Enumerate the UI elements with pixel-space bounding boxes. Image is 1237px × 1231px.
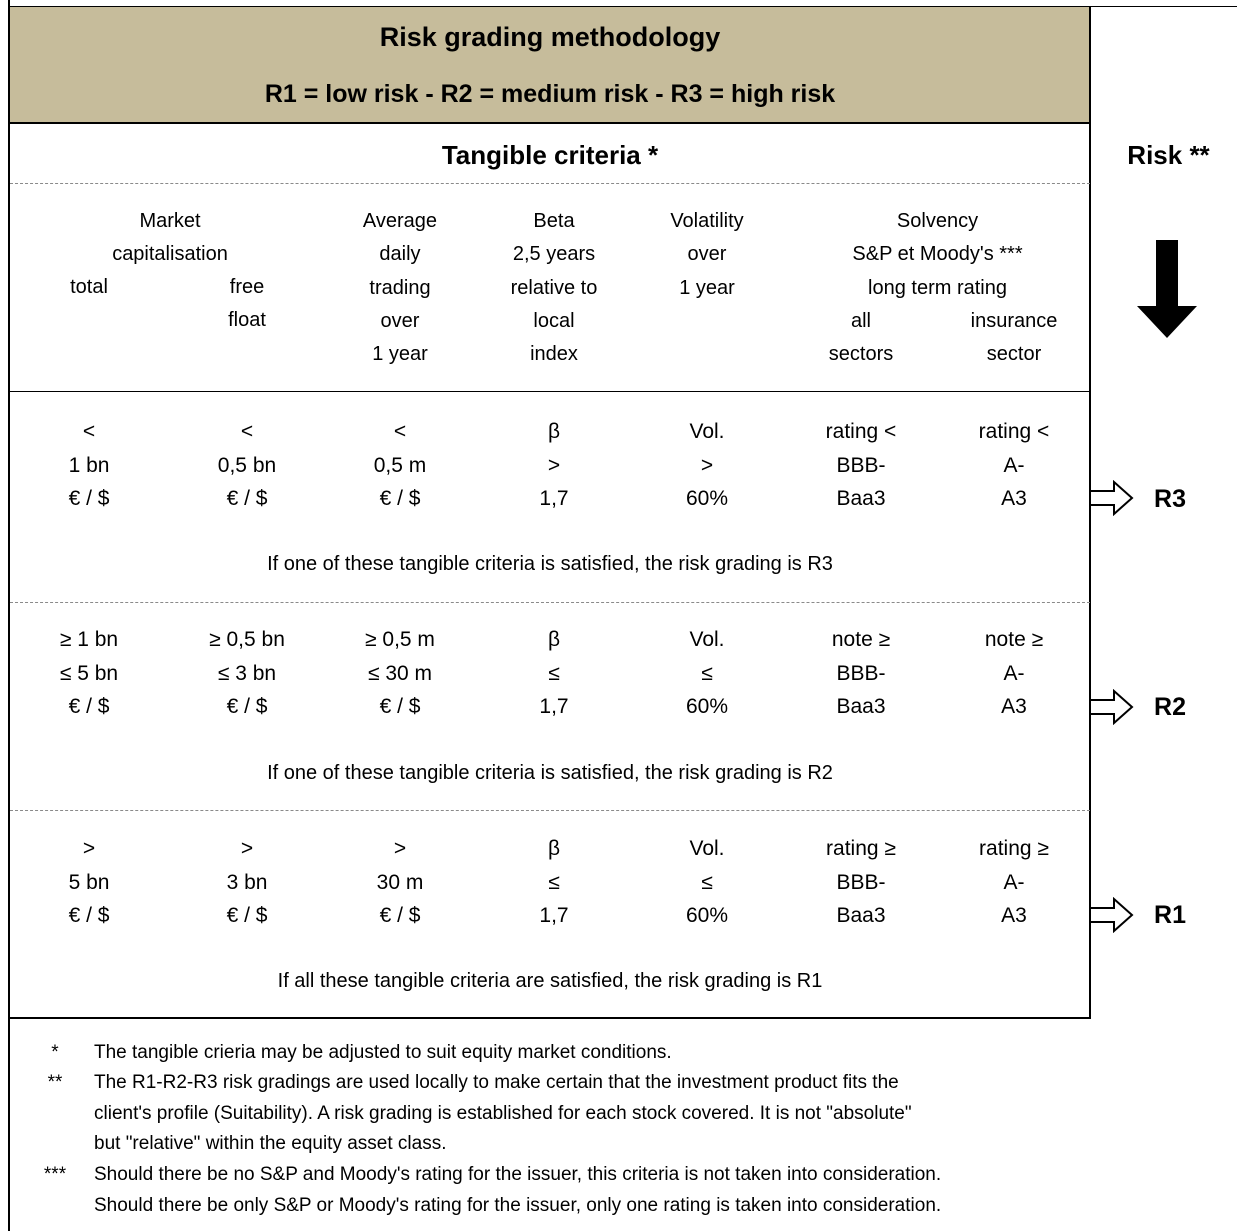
cell-beta: β ≤1,7 [539, 837, 569, 927]
footnote-mark: ** [47, 1072, 63, 1093]
row-note: If all these tangible criteria are satis… [277, 970, 823, 992]
footnote-mark: *** [43, 1164, 67, 1185]
cell-beta: β ≤1,7 [539, 628, 569, 718]
cell-volatility: Vol. ≤60% [685, 837, 729, 927]
right-arrow-outline-icon [1089, 480, 1134, 516]
cell-all-sectors: rating ≥ BBB- Baa3 [826, 837, 896, 927]
risk-label: R3 [1154, 485, 1186, 513]
header-divider [8, 391, 1091, 392]
page-subtitle: R1 = low risk - R2 = medium risk - R3 = … [264, 80, 836, 108]
cell-volatility: Vol. >60% [685, 420, 729, 510]
cell-all-sectors: rating < BBB- Baa3 [825, 420, 897, 510]
divider [10, 602, 1090, 603]
cell-insurance-sector: rating < A- A3 [978, 420, 1050, 510]
cell-total: <1 bn € / $ [68, 420, 110, 510]
footnote-text: The R1-R2-R3 risk gradings are used loca… [94, 1072, 912, 1154]
insurance-sector-header: insurance sector [970, 310, 1058, 366]
frame-top-border [8, 6, 1237, 7]
header-band [10, 7, 1090, 123]
solvency-group-header: Solvency S&P et Moody's *** long term ra… [852, 210, 1023, 299]
tangible-criteria-title: Tangible criteria * [441, 140, 659, 170]
risk-column-title: Risk ** [1127, 140, 1210, 170]
frame-left-border [8, 0, 10, 1231]
footnote-text: The tangible crieria may be adjusted to … [94, 1042, 672, 1063]
cell-insurance-sector: rating ≥ A- A3 [979, 837, 1049, 927]
market-cap-group-header: Market capitalisation [112, 210, 228, 266]
cell-volatility: Vol. ≤60% [685, 628, 729, 718]
footnote-mark: * [51, 1042, 59, 1063]
right-arrow-outline-icon [1089, 689, 1134, 725]
header-bottom-border [8, 122, 1091, 124]
cell-insurance-sector: note ≥ A- A3 [984, 628, 1044, 718]
table-right-border [1089, 7, 1091, 1019]
cell-beta: β >1,7 [539, 420, 569, 510]
row-note: If one of these tangible criteria is sat… [267, 553, 833, 575]
row-note: If one of these tangible criteria is sat… [267, 762, 833, 784]
total-header: total [70, 276, 108, 298]
risk-label: R2 [1154, 693, 1186, 721]
table-bottom-border [8, 1017, 1091, 1019]
avg-trading-header: Average daily trading over 1 year [362, 210, 438, 366]
cell-total: >5 bn € / $ [68, 837, 110, 927]
cell-free-float: <0,5 bn € / $ [217, 420, 277, 510]
beta-header: Beta 2,5 years relative to local index [510, 210, 598, 366]
cell-avg-trading: >30 m € / $ [376, 837, 424, 927]
risk-label: R1 [1154, 901, 1186, 929]
divider [10, 183, 1090, 184]
cell-all-sectors: note ≥ BBB- Baa3 [831, 628, 891, 718]
footnote-text: Should there be no S&P and Moody's ratin… [94, 1164, 942, 1216]
cell-free-float: ≥ 0,5 bn ≤ 3 bn € / $ [209, 628, 285, 718]
right-arrow-outline-icon [1089, 897, 1134, 933]
cell-total: ≥ 1 bn ≤ 5 bn € / $ [59, 628, 119, 718]
page-title: Risk grading methodology [379, 22, 721, 52]
free-float-header: free float [228, 276, 266, 332]
cell-avg-trading: ≥ 0,5 m ≤ 30 m € / $ [365, 628, 435, 718]
divider [10, 810, 1090, 811]
down-arrow-icon [1137, 240, 1197, 338]
all-sectors-header: all sectors [828, 310, 894, 366]
volatility-header: Volatility over 1 year [670, 210, 744, 299]
cell-free-float: >3 bn € / $ [226, 837, 268, 927]
cell-avg-trading: <0,5 m € / $ [373, 420, 427, 510]
